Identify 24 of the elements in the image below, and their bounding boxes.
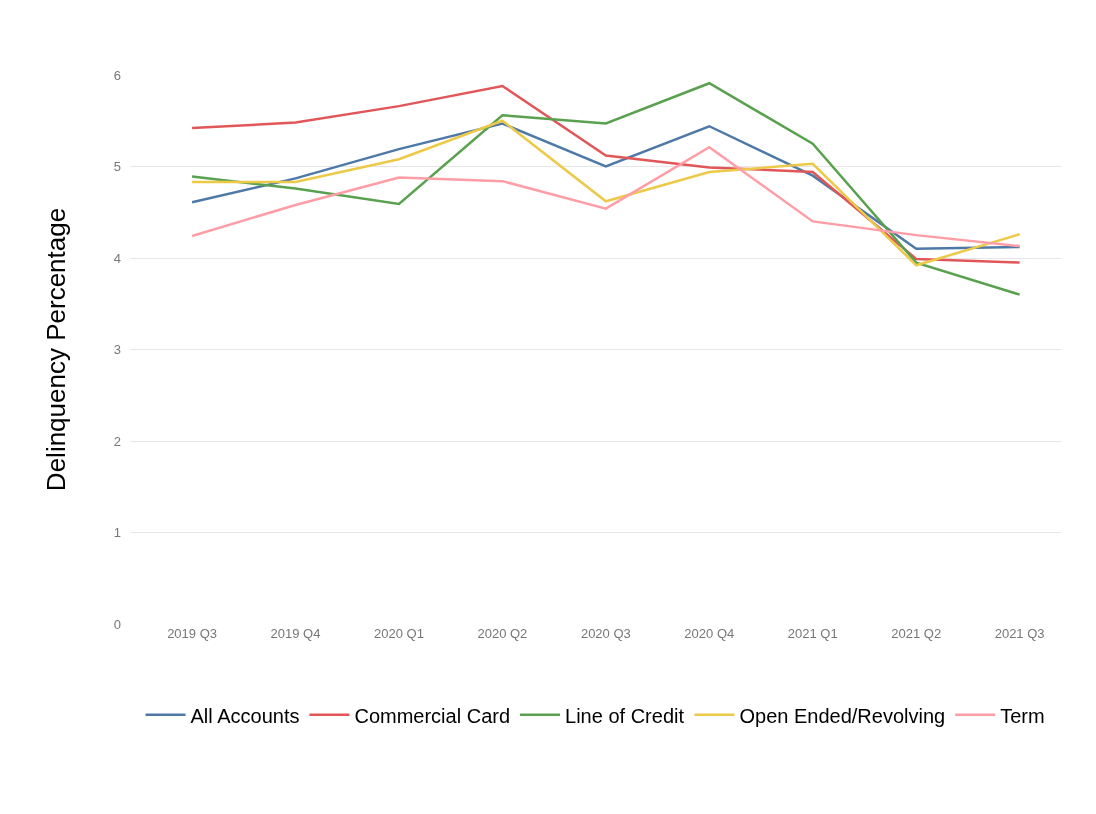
y-tick-label: 0 <box>113 616 121 632</box>
legend-label: Term <box>1000 704 1045 727</box>
y-tick-label: 1 <box>113 525 121 541</box>
x-tick-label: 2019 Q3 <box>167 626 218 641</box>
y-tick-label: 2 <box>113 433 121 449</box>
y-tick-label: 5 <box>113 159 121 175</box>
x-tick-label: 2020 Q1 <box>374 626 424 641</box>
x-tick-label: 2020 Q2 <box>477 626 528 641</box>
y-tick-label: 3 <box>113 342 121 358</box>
y-tick-label: 6 <box>113 67 121 83</box>
x-tick-label: 2020 Q3 <box>580 626 631 641</box>
y-axis-title: Delinquency Percentage <box>41 207 72 492</box>
x-tick-label: 2019 Q4 <box>270 626 321 641</box>
x-tick-label: 2021 Q1 <box>787 626 838 641</box>
legend-label: Commercial Card <box>354 704 511 727</box>
x-tick-label: 2021 Q3 <box>994 626 1045 641</box>
legend-label: All Accounts <box>190 704 300 727</box>
y-tick-label: 4 <box>113 250 121 266</box>
line-series <box>190 81 1021 296</box>
line-series <box>190 146 1021 248</box>
legend-label: Open Ended/Revolving <box>739 704 946 727</box>
x-tick-label: 2021 Q2 <box>891 626 942 641</box>
x-tick-label: 2020 Q4 <box>684 626 735 641</box>
legend-label: Line of Credit <box>565 704 685 727</box>
